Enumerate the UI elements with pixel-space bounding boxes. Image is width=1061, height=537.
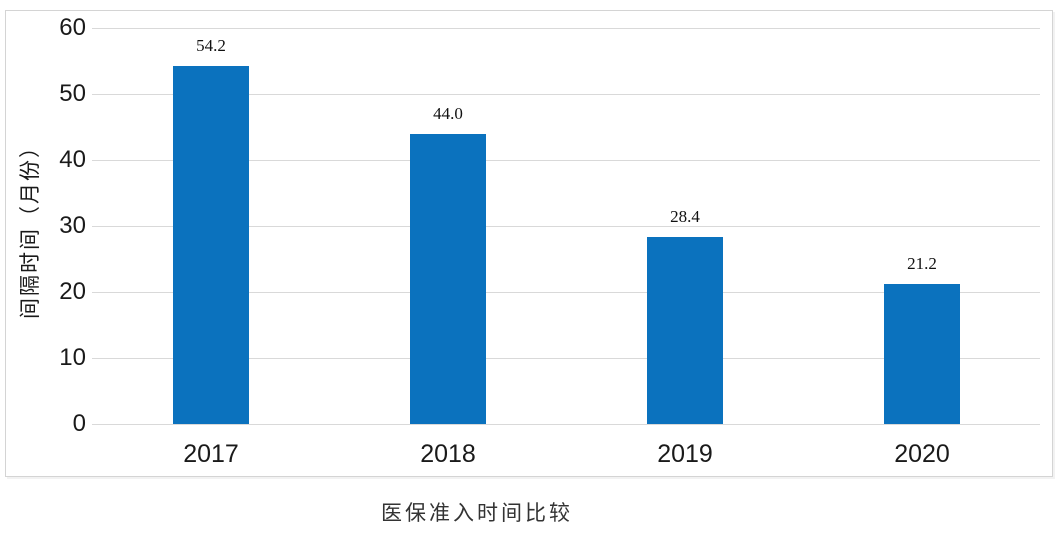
gridline-y-30: [92, 226, 1040, 227]
x-axis-label-2020: 2020: [894, 440, 950, 468]
x-axis-label-2018: 2018: [420, 440, 476, 468]
x-axis-label-2017: 2017: [183, 440, 239, 468]
y-tick-label: 40: [59, 146, 86, 173]
bar-value-label: 44.0: [433, 104, 463, 123]
bar-2020: [884, 284, 960, 424]
y-axis-title: 间隔时间（月份）: [18, 135, 42, 319]
bar-2019: [647, 237, 723, 424]
bar-value-label: 28.4: [670, 207, 700, 226]
gridline-y-40: [92, 160, 1040, 161]
gridline-y-50: [92, 94, 1040, 95]
y-tick-label: 20: [59, 278, 86, 305]
gridline-y-20: [92, 292, 1040, 293]
bar-value-label: 21.2: [907, 254, 937, 273]
x-axis-label-2019: 2019: [657, 440, 713, 468]
gridline-y-10: [92, 358, 1040, 359]
y-tick-label: 30: [59, 212, 86, 239]
bar-2017: [173, 66, 249, 424]
y-tick-label: 0: [72, 410, 86, 437]
y-tick-label: 60: [59, 14, 86, 41]
chart-title: 医保准入时间比较: [381, 501, 573, 525]
gridline-y-60: [92, 28, 1040, 29]
y-tick-label: 50: [59, 80, 86, 107]
y-tick-label: 10: [59, 344, 86, 371]
bar-2018: [410, 134, 486, 424]
gridline-y-0: [92, 424, 1040, 425]
bar-value-label: 54.2: [196, 36, 226, 55]
